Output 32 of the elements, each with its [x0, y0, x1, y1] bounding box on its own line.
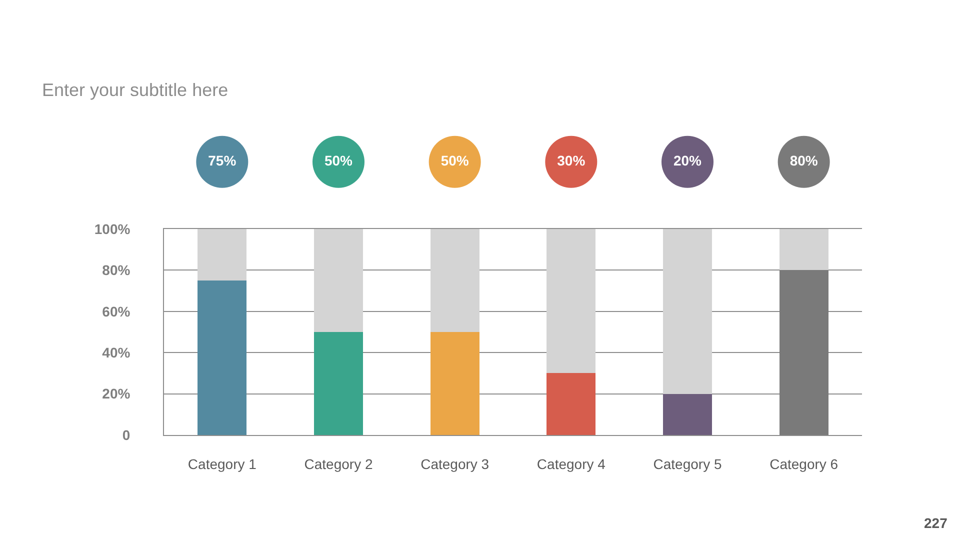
- x-tick-label: Category 1: [188, 456, 257, 472]
- x-tick-label: Category 4: [536, 456, 606, 472]
- x-tick-label: Category 5: [653, 456, 722, 472]
- bar: [663, 229, 712, 394]
- data-label: 30%: [557, 152, 586, 168]
- bar: [546, 373, 596, 435]
- bar: [779, 270, 828, 435]
- y-tick-label: 80%: [102, 262, 131, 278]
- text: 227: [924, 515, 948, 531]
- bar: [198, 229, 247, 280]
- bar: [314, 332, 363, 435]
- y-tick-label: 20%: [102, 386, 131, 402]
- data-label: 20%: [673, 152, 702, 168]
- bar: [430, 229, 480, 332]
- data-label: 75%: [208, 152, 237, 168]
- bar: [663, 394, 712, 435]
- x-tick-label: Category 3: [420, 456, 490, 472]
- x-tick-label: Category 2: [304, 456, 373, 472]
- y-tick-label: 60%: [102, 303, 131, 320]
- bar: [314, 229, 363, 332]
- bar: [779, 229, 828, 270]
- bar: [198, 280, 247, 435]
- chart-subtitle: Enter your subtitle here: [42, 80, 228, 100]
- data-label: 80%: [790, 152, 818, 168]
- y-tick-label: 100%: [94, 220, 131, 237]
- y-tick-label: 40%: [102, 344, 131, 360]
- data-label: 50%: [440, 152, 470, 168]
- data-label: 50%: [324, 152, 354, 168]
- bar: [546, 229, 596, 374]
- x-tick-label: Category 6: [770, 456, 838, 472]
- bar: [430, 332, 480, 435]
- y-tick-label: 0: [122, 426, 130, 443]
